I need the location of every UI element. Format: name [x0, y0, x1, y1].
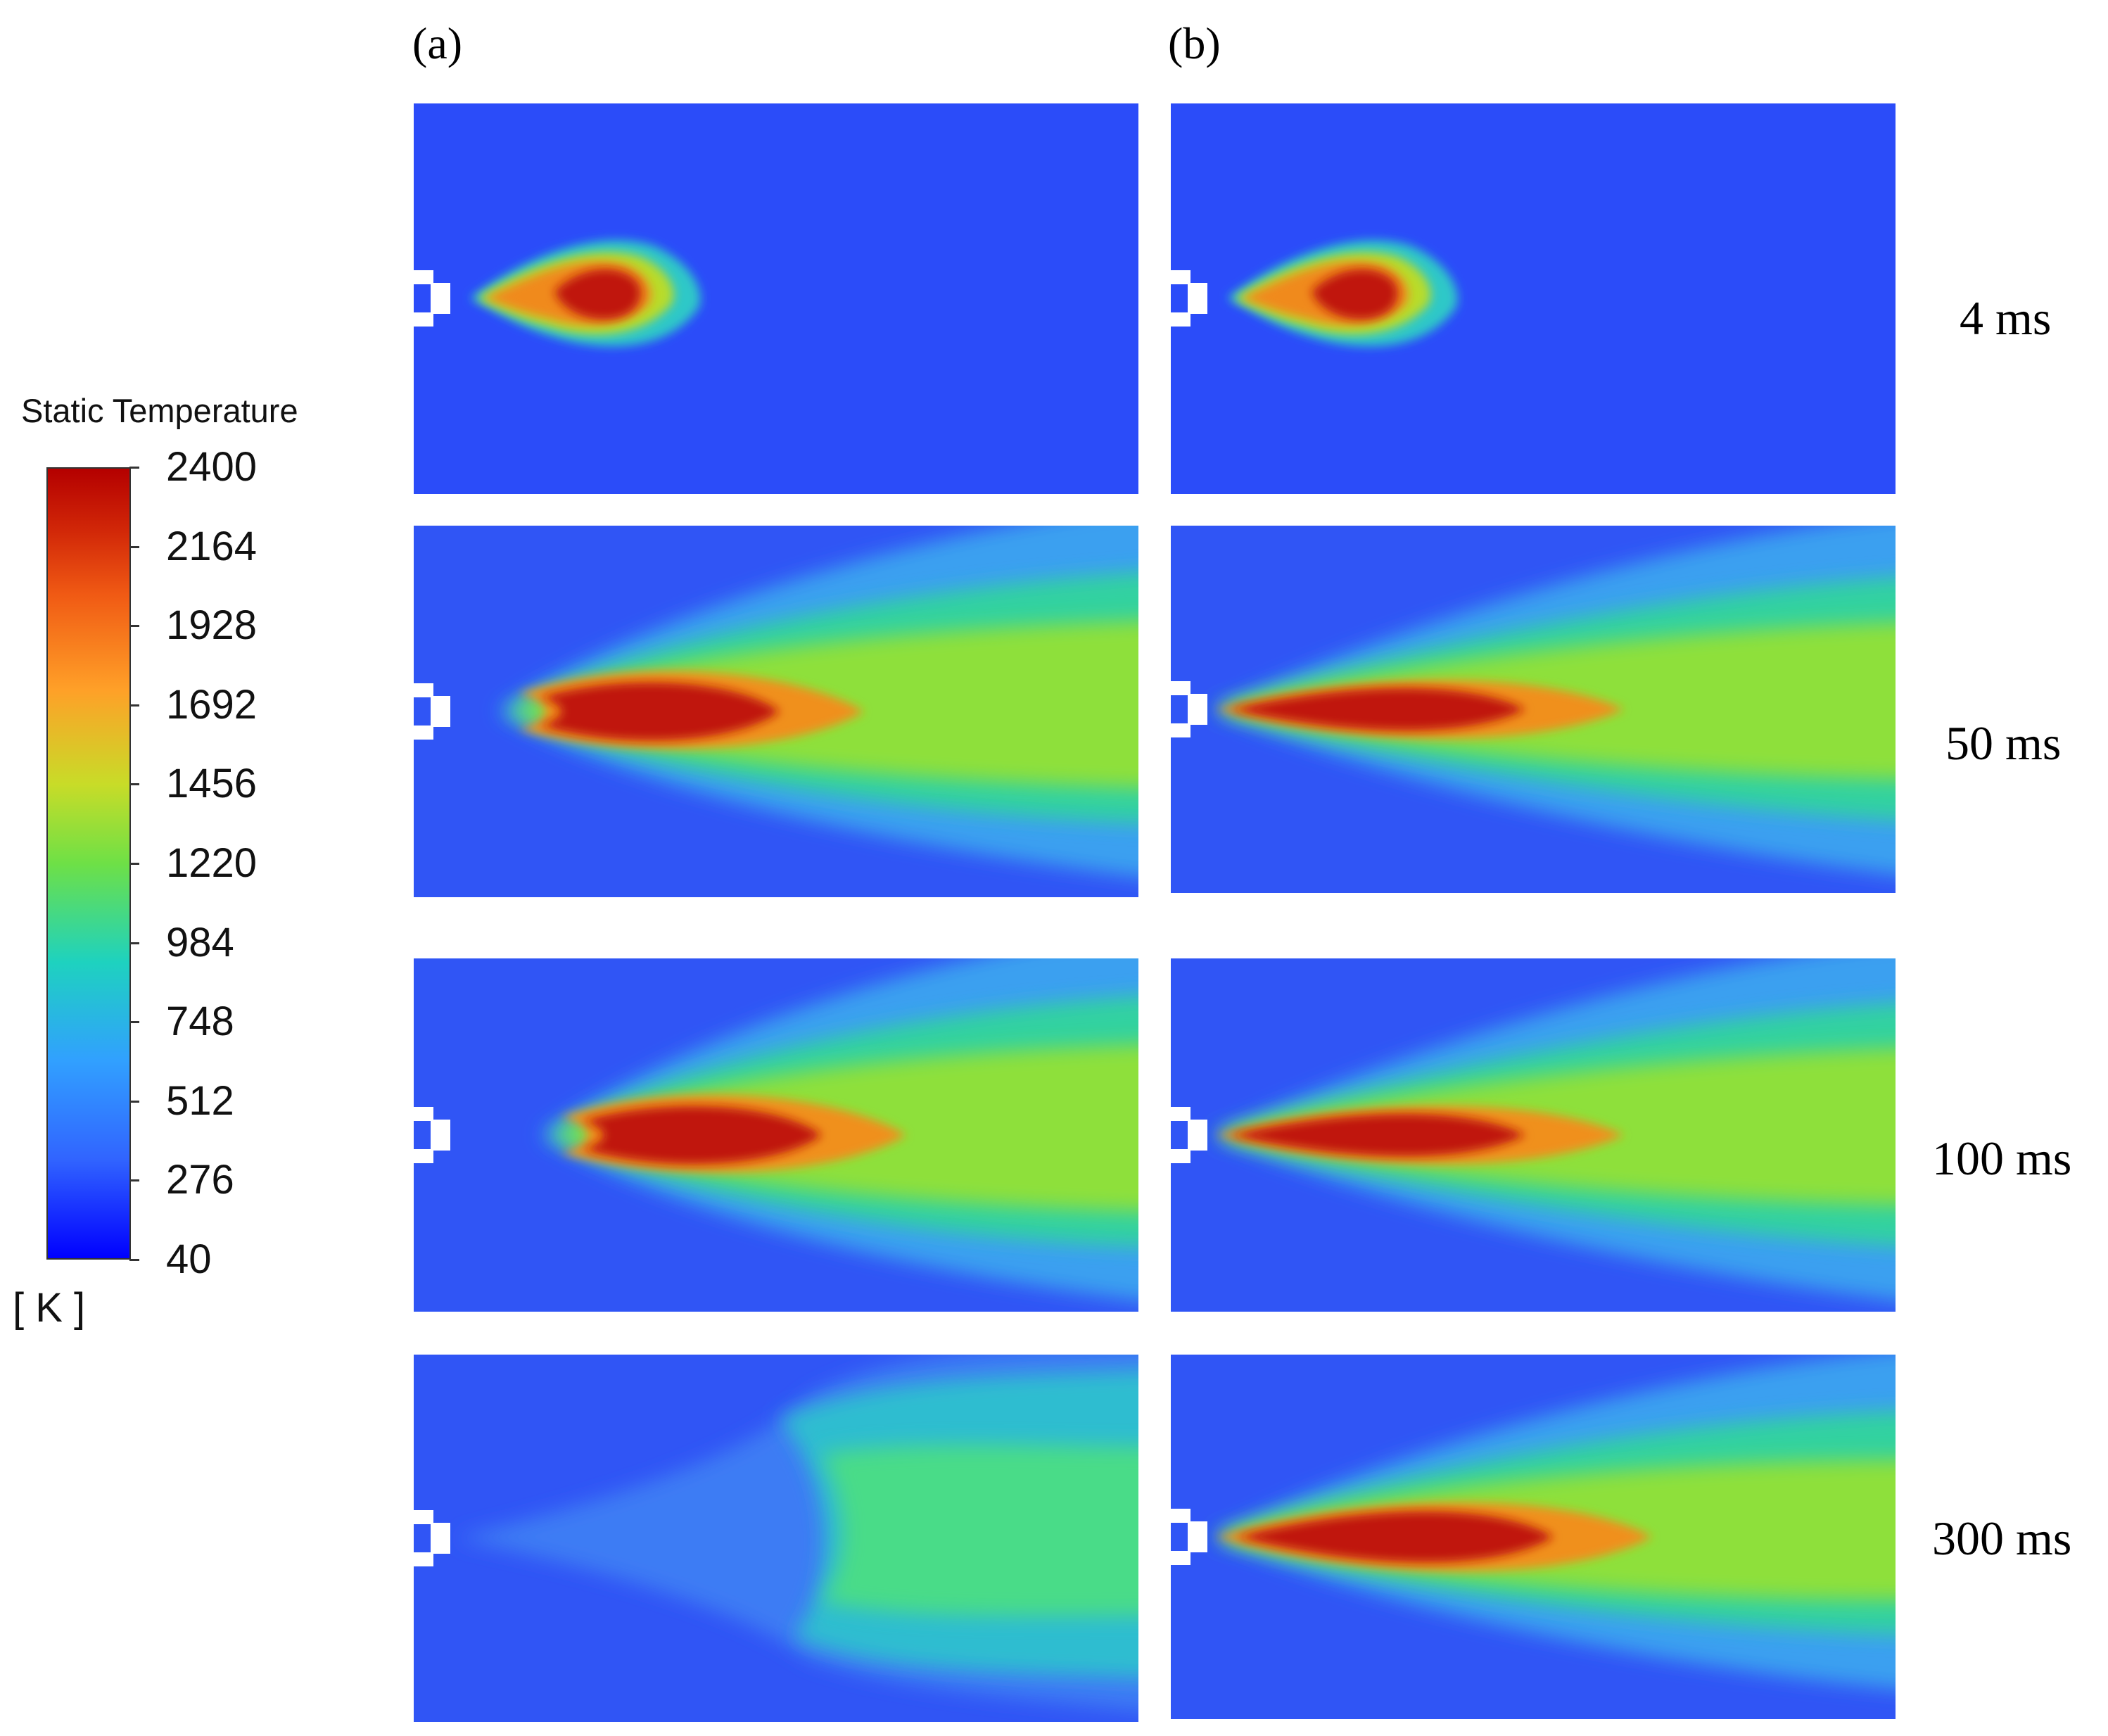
colorbar-tick-mark — [129, 545, 139, 548]
colorbar-tick-label: 2164 — [166, 523, 258, 569]
colorbar-tick-mark — [129, 783, 139, 786]
column-label-a: (a) — [412, 18, 463, 68]
contour-panel-b-row4 — [1171, 1355, 1896, 1719]
time-label-300ms: 300 ms — [1932, 1512, 2072, 1565]
contour-panel-a-row3 — [414, 958, 1138, 1312]
colorbar-tick-mark — [129, 942, 139, 944]
contour-panel-a-row1 — [414, 103, 1138, 494]
time-label-4ms: 4 ms — [1960, 291, 2052, 345]
colorbar-tick-label: 1456 — [166, 761, 258, 807]
column-label-b: (b) — [1168, 18, 1221, 68]
colorbar-tick-mark — [129, 625, 139, 628]
colorbar-tick-mark — [129, 1259, 139, 1261]
colorbar-tick-mark — [129, 1100, 139, 1103]
colorbar-tick-label: 1692 — [166, 681, 258, 728]
contour-panel-b-row1 — [1171, 103, 1896, 494]
time-label-50ms: 50 ms — [1945, 716, 2062, 770]
colorbar-tick-mark — [129, 1021, 139, 1024]
colorbar-tick-label: 40 — [166, 1236, 212, 1282]
contour-panel-b-row3 — [1171, 958, 1896, 1312]
contour-panel-a-row2 — [414, 526, 1138, 897]
colorbar-tick-mark — [129, 467, 139, 469]
colorbar-tick-label: 276 — [166, 1157, 234, 1203]
colorbar-tick-mark — [129, 863, 139, 865]
colorbar-tick-label: 984 — [166, 919, 234, 965]
colorbar-tick-label: 748 — [166, 999, 234, 1045]
colorbar-tick-label: 2400 — [166, 444, 258, 490]
colorbar-title: Static Temperature — [21, 392, 298, 429]
contour-panel-a-row4 — [414, 1355, 1138, 1722]
colorbar-tick-mark — [129, 704, 139, 707]
colorbar-tick-label: 1220 — [166, 840, 258, 886]
colorbar-gradient — [46, 467, 131, 1260]
colorbar-unit: [ K ] — [13, 1285, 86, 1331]
time-label-100ms: 100 ms — [1932, 1132, 2072, 1185]
contour-panel-b-row2 — [1171, 526, 1896, 893]
colorbar-tick-label: 1928 — [166, 602, 258, 649]
colorbar-tick-label: 512 — [166, 1077, 234, 1124]
colorbar-tick-mark — [129, 1179, 139, 1182]
